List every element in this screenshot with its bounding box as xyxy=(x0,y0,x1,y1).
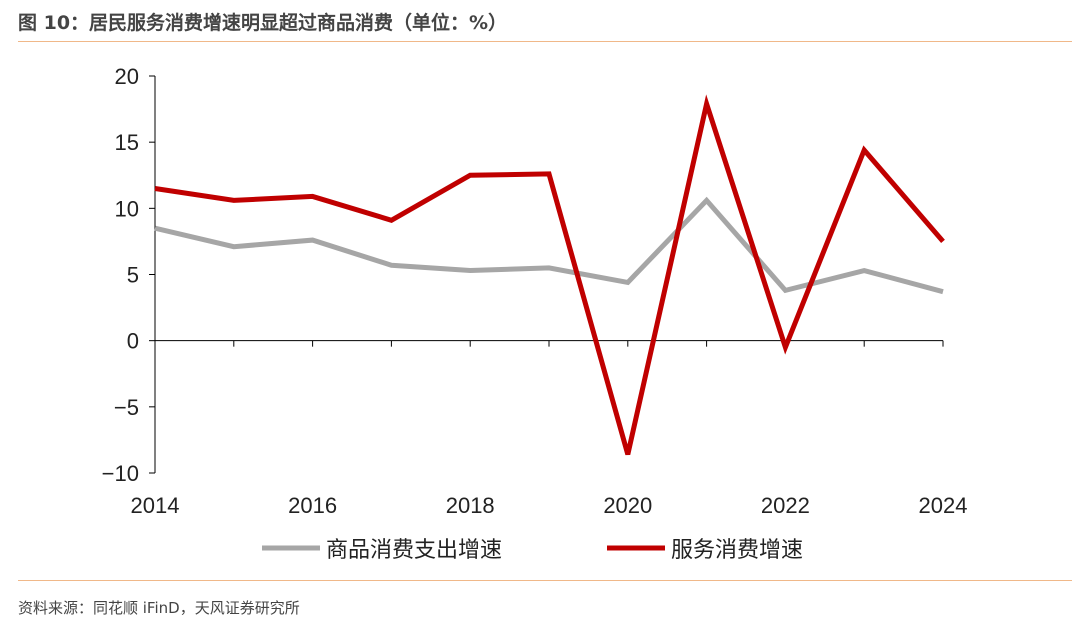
title-divider xyxy=(18,41,1072,42)
x-tick-label: 2018 xyxy=(446,493,495,518)
source-note: 资料来源：同花顺 iFinD，天风证券研究所 xyxy=(18,599,300,617)
y-tick-label: 5 xyxy=(127,263,139,288)
x-tick-label: 2024 xyxy=(919,493,968,518)
x-tick-label: 2014 xyxy=(131,493,180,518)
y-tick-label: 10 xyxy=(115,196,139,221)
legend-label: 商品消费支出增速 xyxy=(326,538,502,563)
y-tick-label: 15 xyxy=(115,130,139,155)
x-tick-label: 2022 xyxy=(761,493,810,518)
y-tick-label: 0 xyxy=(127,329,139,354)
chart-title: 图 10：居民服务消费增速明显超过商品消费（单位：%） xyxy=(18,12,508,34)
y-tick-label: −5 xyxy=(114,395,139,420)
x-tick-label: 2016 xyxy=(288,493,337,518)
x-tick-label: 2020 xyxy=(603,493,652,518)
y-tick-label: 20 xyxy=(115,64,139,89)
line-chart: 20 15 10 5 0 −5 −10 2014 2016 2018 2020 2022 2024 商品消… xyxy=(102,64,968,563)
y-tick-label: −10 xyxy=(102,461,139,486)
legend-label: 服务消费增速 xyxy=(671,538,803,563)
footer-divider xyxy=(18,580,1072,581)
